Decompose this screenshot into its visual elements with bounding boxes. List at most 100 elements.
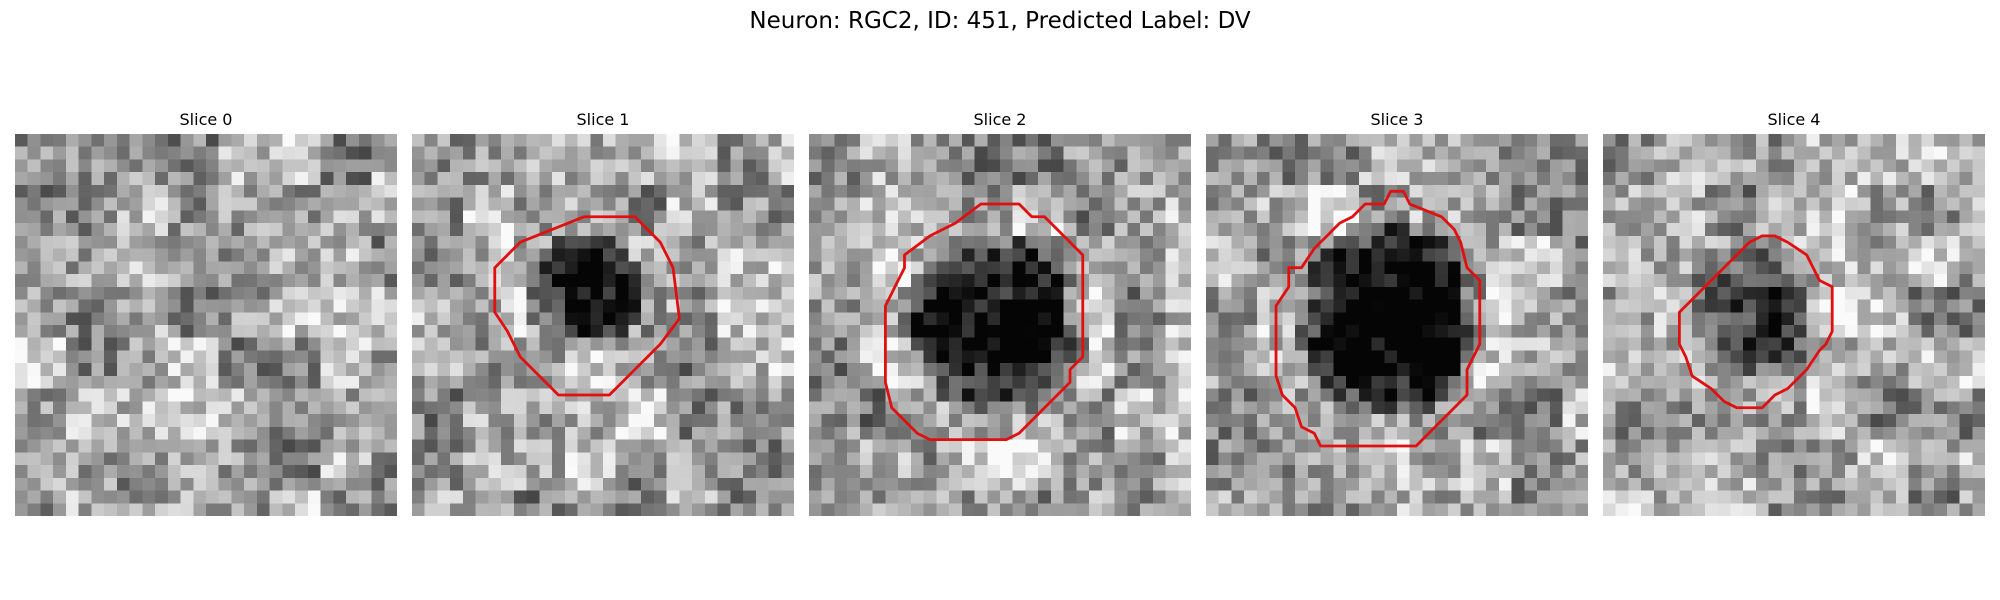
pixel [180, 363, 194, 377]
pixel [743, 414, 757, 428]
pixel [1435, 184, 1449, 198]
pixel [1384, 286, 1398, 300]
pixel [1908, 350, 1922, 364]
pixel [282, 197, 296, 211]
pixel [1384, 312, 1398, 326]
pixel [155, 401, 169, 415]
pixel [1038, 375, 1052, 389]
pixel [1524, 465, 1538, 479]
pixel [717, 477, 731, 491]
pixel [1333, 248, 1347, 262]
pixel [755, 312, 769, 326]
pixel [412, 388, 425, 402]
pixel [256, 286, 270, 300]
pixel [603, 414, 616, 428]
pixel [116, 465, 130, 479]
pixel [78, 325, 92, 338]
pixel [1653, 503, 1667, 516]
pixel [475, 401, 489, 415]
pixel [1959, 299, 1973, 313]
pixel [1832, 477, 1846, 491]
pixel [1435, 197, 1449, 211]
pixel [40, 363, 54, 377]
pixel [513, 388, 527, 402]
pixel [704, 197, 718, 211]
pixel [1025, 248, 1039, 262]
pixel [218, 312, 232, 326]
pixel [859, 375, 873, 389]
pixel [307, 134, 321, 147]
pixel [704, 274, 718, 288]
pixel [307, 223, 321, 237]
pixel [1178, 350, 1191, 364]
pixel [1498, 465, 1512, 479]
pixel [755, 477, 769, 491]
pixel [155, 261, 169, 275]
pixel [1038, 235, 1052, 249]
pixel [1435, 401, 1449, 415]
pixel [1870, 248, 1884, 262]
pixel [872, 350, 886, 364]
pixel [603, 375, 616, 389]
pixel [1768, 299, 1782, 313]
pixel [974, 465, 988, 479]
pixel [1422, 312, 1436, 326]
pixel [1346, 159, 1360, 173]
pixel [218, 414, 232, 428]
pixel [743, 159, 757, 173]
pixel [1870, 477, 1884, 491]
pixel [910, 363, 924, 377]
pixel [412, 363, 425, 377]
pixel [666, 210, 680, 224]
pixel [1397, 465, 1410, 479]
pixel [1165, 503, 1179, 516]
pixel [450, 337, 464, 351]
pixel [755, 325, 769, 338]
pixel [1883, 350, 1897, 364]
pixel [1486, 363, 1500, 377]
pixel [475, 223, 489, 237]
pixel [155, 363, 169, 377]
pixel [923, 134, 937, 147]
pixel [1524, 134, 1538, 147]
pixel [256, 197, 270, 211]
pixel [1908, 477, 1922, 491]
pixel [307, 439, 321, 453]
pixel [244, 477, 258, 491]
pixel [1012, 299, 1026, 313]
pixel [717, 452, 731, 466]
pixel [412, 299, 425, 313]
pixel [1615, 401, 1629, 415]
pixel [1666, 248, 1680, 262]
pixel [717, 134, 731, 147]
pixel [730, 388, 744, 402]
pixel [641, 312, 655, 326]
pixel [717, 363, 731, 377]
pixel [1615, 388, 1629, 402]
pixel [193, 388, 207, 402]
pixel [1883, 172, 1897, 186]
pixel [1679, 286, 1693, 300]
pixel [1895, 274, 1909, 288]
pixel [666, 235, 680, 249]
pixel [1178, 439, 1191, 453]
pixel [1908, 375, 1922, 389]
pixel [488, 235, 502, 249]
pixel [949, 452, 963, 466]
pixel [821, 134, 835, 147]
pixel [1101, 337, 1115, 351]
pixel [231, 286, 245, 300]
pixel [1307, 477, 1321, 491]
pixel [1152, 388, 1166, 402]
pixel [590, 414, 604, 428]
pixel [1384, 350, 1398, 364]
pixel [1921, 325, 1935, 338]
pixel [1628, 477, 1642, 491]
pixel [1844, 426, 1858, 440]
pixel [1218, 312, 1232, 326]
pixel [1397, 261, 1410, 275]
pixel [1603, 388, 1616, 402]
pixel [501, 159, 515, 173]
pixel [1231, 452, 1245, 466]
pixel [488, 337, 502, 351]
